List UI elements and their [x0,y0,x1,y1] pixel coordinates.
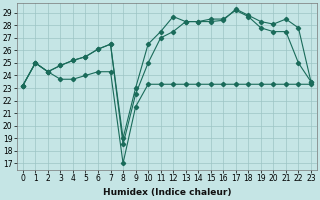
X-axis label: Humidex (Indice chaleur): Humidex (Indice chaleur) [103,188,231,197]
